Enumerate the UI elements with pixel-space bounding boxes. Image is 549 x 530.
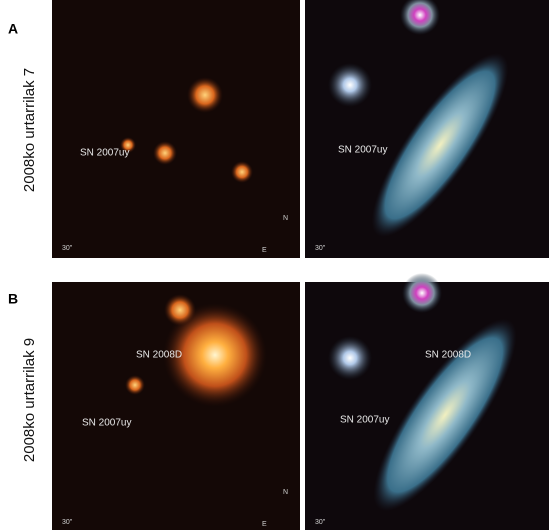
xray-source <box>153 141 177 165</box>
compass-east: E <box>262 521 267 528</box>
date-label: 2008ko urtarrilak 7 <box>21 68 38 192</box>
sn-label: SN 2008D <box>136 350 182 361</box>
date-label: 2008ko urtarrilak 9 <box>21 338 38 462</box>
xray-source <box>164 294 196 326</box>
page: {"rows": [ {"letter": "A", "date": "2008… <box>0 0 549 530</box>
panel-letter: B <box>8 291 18 307</box>
compass-east: E <box>262 247 267 254</box>
sn-label: SN 2008D <box>425 350 471 361</box>
xray-source <box>125 375 145 395</box>
scale-label: 30" <box>62 245 73 252</box>
scale-label: 30" <box>315 245 326 252</box>
compass-north: N <box>283 215 288 222</box>
star <box>328 63 372 107</box>
scale-label: 30" <box>315 519 326 526</box>
sn-label: SN 2007uy <box>338 145 387 156</box>
sn-label: SN 2007uy <box>80 148 129 159</box>
star <box>402 273 442 313</box>
xray-source <box>187 77 223 113</box>
sn-label: SN 2007uy <box>82 418 131 429</box>
compass-north: N <box>283 489 288 496</box>
scale-label: 30" <box>62 519 73 526</box>
figure: A 2008ko urtarrilak 7 SN 2007uy SN 2007u… <box>0 0 549 530</box>
star <box>328 336 372 380</box>
xray-source <box>231 161 253 183</box>
panel-letter: A <box>8 21 18 37</box>
sn-label: SN 2007uy <box>340 415 389 426</box>
xray-panel <box>52 0 300 258</box>
